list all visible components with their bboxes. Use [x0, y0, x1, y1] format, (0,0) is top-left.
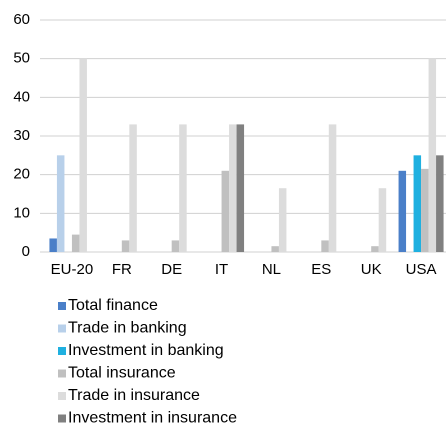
legend-swatch — [58, 302, 66, 310]
bar — [421, 168, 429, 252]
y-tick-label: 50 — [13, 50, 30, 67]
bar — [171, 240, 180, 252]
bar — [129, 124, 137, 252]
x-tick-label: NL — [262, 261, 281, 278]
bar — [271, 246, 279, 252]
bar — [278, 188, 287, 252]
legend-swatch — [58, 392, 66, 400]
x-tick-label: FR — [112, 261, 132, 278]
bar — [371, 246, 379, 252]
bar — [236, 124, 245, 252]
bar — [79, 58, 87, 252]
bar — [121, 240, 130, 252]
bar — [328, 124, 337, 252]
legend-swatch — [58, 369, 66, 378]
x-tick-label: IT — [215, 261, 228, 278]
y-tick-label: 60 — [13, 11, 30, 28]
x-tick-label: EU-20 — [51, 261, 94, 278]
bar — [436, 155, 444, 252]
legend-label: Total finance — [68, 297, 158, 314]
bar — [378, 188, 387, 252]
bar — [221, 170, 230, 252]
y-tick-label: 20 — [13, 166, 30, 183]
x-tick-label: UK — [361, 261, 382, 278]
bar — [179, 124, 187, 252]
x-tick-label: DE — [161, 261, 182, 278]
bar — [413, 155, 422, 252]
bar — [229, 124, 237, 252]
y-tick-label: 0 — [22, 243, 30, 260]
bar — [321, 240, 329, 252]
legend-label: Investment in banking — [68, 342, 224, 359]
bar — [428, 58, 437, 252]
legend-swatch — [58, 347, 66, 355]
bar — [398, 170, 407, 252]
x-tick-label: USA — [406, 261, 437, 278]
x-tick-label: ES — [311, 261, 331, 278]
legend-swatch — [58, 324, 66, 333]
legend-swatch — [58, 414, 66, 423]
bar — [71, 234, 80, 252]
y-tick-label: 40 — [13, 88, 30, 105]
bar — [56, 155, 65, 252]
legend-label: Trade in banking — [68, 320, 187, 337]
bar — [49, 238, 57, 252]
legend-label: Trade in insurance — [68, 387, 200, 404]
legend-label: Total insurance — [68, 365, 176, 382]
y-tick-label: 30 — [13, 127, 30, 144]
legend-label: Investment in insurance — [68, 410, 237, 427]
y-tick-label: 10 — [13, 204, 30, 221]
